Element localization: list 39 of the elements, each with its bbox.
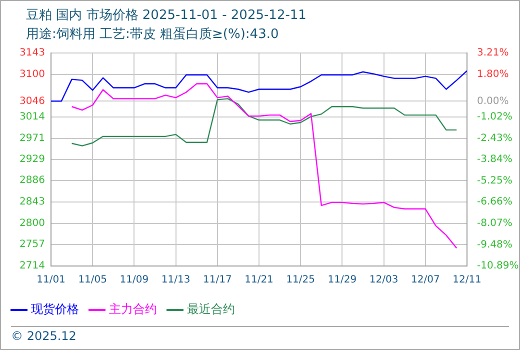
y-tick-label: 2800 (20, 218, 45, 229)
y-tick-label: 3046 (20, 96, 45, 107)
legend-label: 最近合约 (187, 302, 235, 316)
x-tick-label: 11/05 (78, 274, 108, 286)
x-tick-label: 11/13 (161, 274, 190, 286)
text: © 2025.12 (11, 329, 76, 343)
legend-label: 主力合约 (109, 302, 157, 316)
y-tick-label: 2757 (20, 239, 45, 250)
y2-tick-label: -9.48% (477, 239, 512, 250)
x-tick-label: 11/01 (36, 274, 66, 286)
y2-tick-label: -1.02% (477, 111, 512, 122)
y2-tick-label: -2.43% (477, 132, 512, 144)
x-tick-label: 11/09 (120, 274, 149, 286)
x-tick-label: 12/11 (452, 274, 482, 286)
legend-label: 现货价格 (31, 302, 79, 316)
x-tick-label: 12/07 (410, 274, 440, 286)
x-tick-label: 11/21 (244, 274, 274, 286)
x-tick-label: 12/03 (369, 274, 398, 286)
y-tick-label: 2714 (20, 260, 45, 272)
y-tick-label: 3143 (20, 48, 45, 59)
chart-subtitle: 用途:饲料用 工艺:带皮 粗蛋白质≥(%):43.0 (26, 26, 279, 43)
y-tick-label: 3100 (20, 68, 45, 80)
y-tick-label: 2886 (20, 175, 45, 186)
y-tick-label: 2843 (20, 196, 45, 208)
y2-tick-label: -6.66% (477, 196, 512, 208)
chart-title: 豆粕 国内 市场价格 2025-11-01 - 2025-12-11 (26, 7, 306, 24)
y2-tick-label: -8.07% (477, 218, 512, 229)
y2-tick-label: -5.25% (477, 175, 512, 186)
y-tick-label: 2929 (20, 154, 45, 165)
y-tick-label: 2971 (20, 132, 45, 144)
y2-tick-label: -3.84% (477, 154, 512, 166)
y2-tick-label: 1.80% (477, 68, 509, 80)
y2-tick-label: 0.00% (477, 96, 509, 108)
y-tick-label: 3014 (20, 112, 45, 123)
x-tick-label: 11/25 (286, 274, 316, 286)
y2-tick-label: -10.89% (477, 260, 519, 272)
y2-tick-label: 3.21% (477, 48, 509, 59)
x-tick-label: 11/17 (202, 274, 232, 286)
x-tick-label: 11/29 (328, 274, 357, 286)
